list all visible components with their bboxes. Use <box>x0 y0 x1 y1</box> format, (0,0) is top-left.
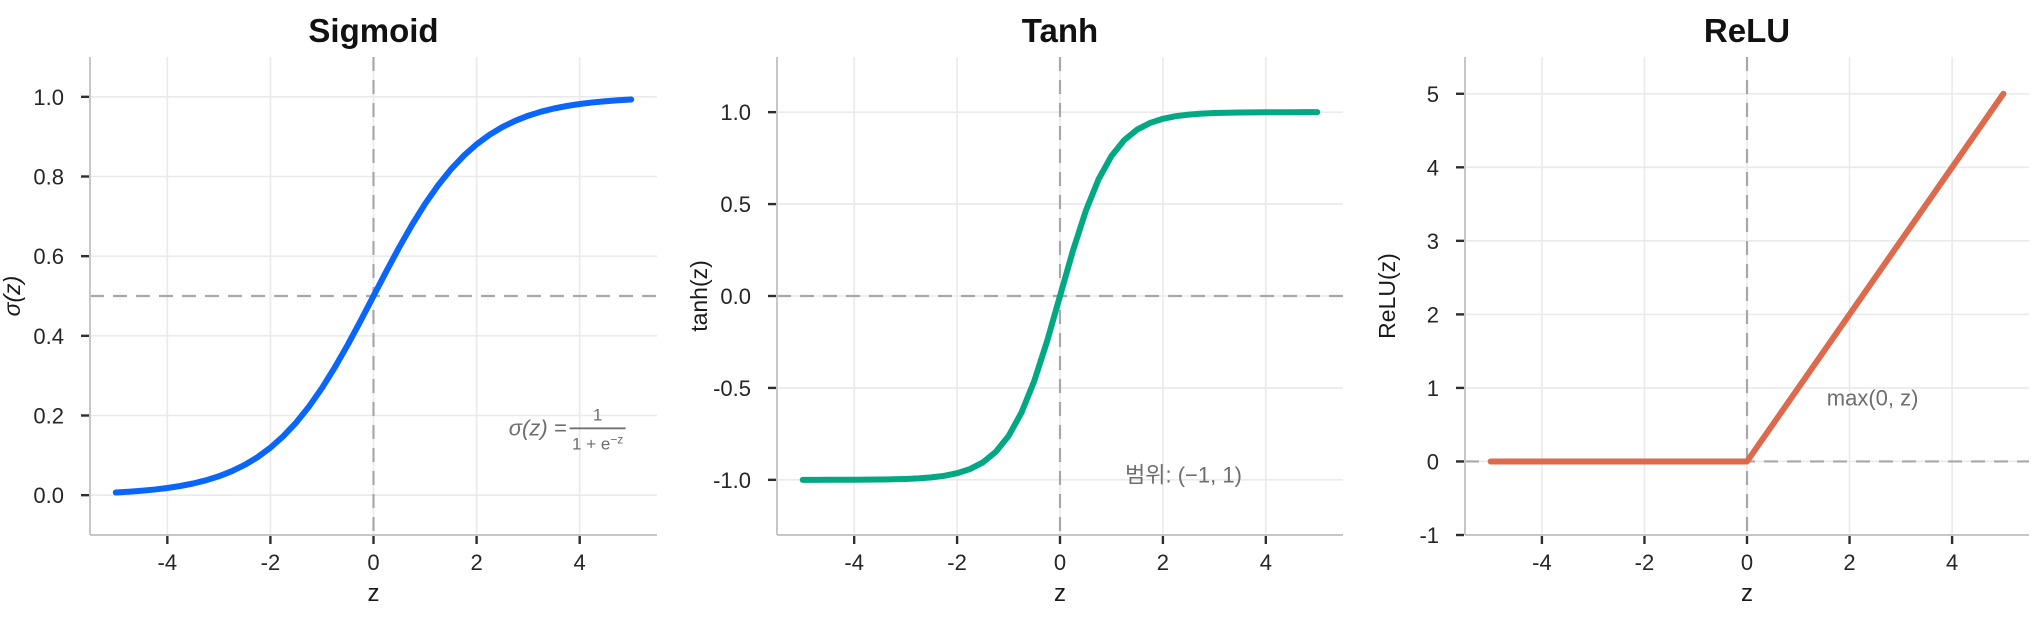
y-tick-label: 1.0 <box>33 85 64 110</box>
x-tick-label: 0 <box>367 550 379 575</box>
x-tick-label: -4 <box>158 550 178 575</box>
y-tick-label: 0.0 <box>720 284 751 309</box>
x-tick-label: 4 <box>1946 550 1958 575</box>
y-tick-label: 5 <box>1427 82 1439 107</box>
relu-subplot: -4 -2 0 2 4 -1 0 1 2 3 4 5 ReLU z ReLU(z) max(0, z) <box>1374 12 2029 607</box>
x-tick-label: -4 <box>1532 550 1552 575</box>
y-tick-label: 0.5 <box>720 192 751 217</box>
annotation-text: 범위: (−1, 1) <box>1125 462 1242 487</box>
annotation-formula: σ(z) = 1 1 + e−z <box>509 405 626 453</box>
tanh-subplot: -4 -2 0 2 4 -1.0 -0.5 0.0 0.5 1.0 Tanh z tanh(z) 범위: … <box>686 12 1343 607</box>
y-tick-label: 4 <box>1427 155 1439 180</box>
y-tick-label: 0.6 <box>33 244 64 269</box>
y-tick-label: 0.8 <box>33 165 64 190</box>
formula-lead: σ(z) = <box>509 415 567 440</box>
sigmoid-subplot: -4 -2 0 2 4 0.0 0.2 0.4 0.6 0.8 1.0 Sigmoid z σ(z) σ(z… <box>0 12 657 607</box>
x-tick-label: 0 <box>1741 550 1753 575</box>
x-tick-label: 2 <box>1157 550 1169 575</box>
x-tick-label: -2 <box>261 550 281 575</box>
y-tick-label: -0.5 <box>713 376 751 401</box>
x-axis-label: z <box>1054 580 1066 607</box>
x-tick-label: -4 <box>844 550 864 575</box>
sigmoid-curve <box>112 96 635 496</box>
x-tick-label: 4 <box>1260 550 1272 575</box>
y-tick-label: 0.0 <box>33 483 64 508</box>
y-tick-label: 0.4 <box>33 324 64 349</box>
y-axis-label: σ(z) <box>0 276 25 317</box>
y-tick-label: 0.2 <box>33 404 64 429</box>
y-axis-label: ReLU(z) <box>1374 253 1400 339</box>
y-tick-label: 0 <box>1427 449 1439 474</box>
x-axis-label: z <box>368 580 380 607</box>
fraction-denominator: 1 + e−z <box>572 432 623 453</box>
chart-title: Tanh <box>1022 12 1098 49</box>
annotation-text: max(0, z) <box>1827 385 1919 410</box>
tanh-curve <box>799 109 1321 483</box>
x-axis-label: z <box>1741 580 1753 607</box>
y-axis-label: tanh(z) <box>686 260 712 332</box>
relu-curve <box>1487 90 2007 465</box>
fraction-bar <box>569 427 626 430</box>
y-tick-label: 3 <box>1427 229 1439 254</box>
y-tick-label: -1 <box>1419 523 1439 548</box>
x-tick-label: -2 <box>947 550 967 575</box>
y-tick-label: 2 <box>1427 302 1439 327</box>
x-tick-label: 4 <box>574 550 586 575</box>
y-tick-label: 1 <box>1427 376 1439 401</box>
chart-title: ReLU <box>1704 12 1790 49</box>
x-tick-label: -2 <box>1635 550 1655 575</box>
y-tick-label: 1.0 <box>720 100 751 125</box>
x-tick-label: 0 <box>1054 550 1066 575</box>
x-tick-label: 2 <box>470 550 482 575</box>
y-tick-label: -1.0 <box>713 468 751 493</box>
chart-title: Sigmoid <box>308 12 438 49</box>
fraction-numerator: 1 <box>593 405 602 424</box>
x-tick-label: 2 <box>1843 550 1855 575</box>
